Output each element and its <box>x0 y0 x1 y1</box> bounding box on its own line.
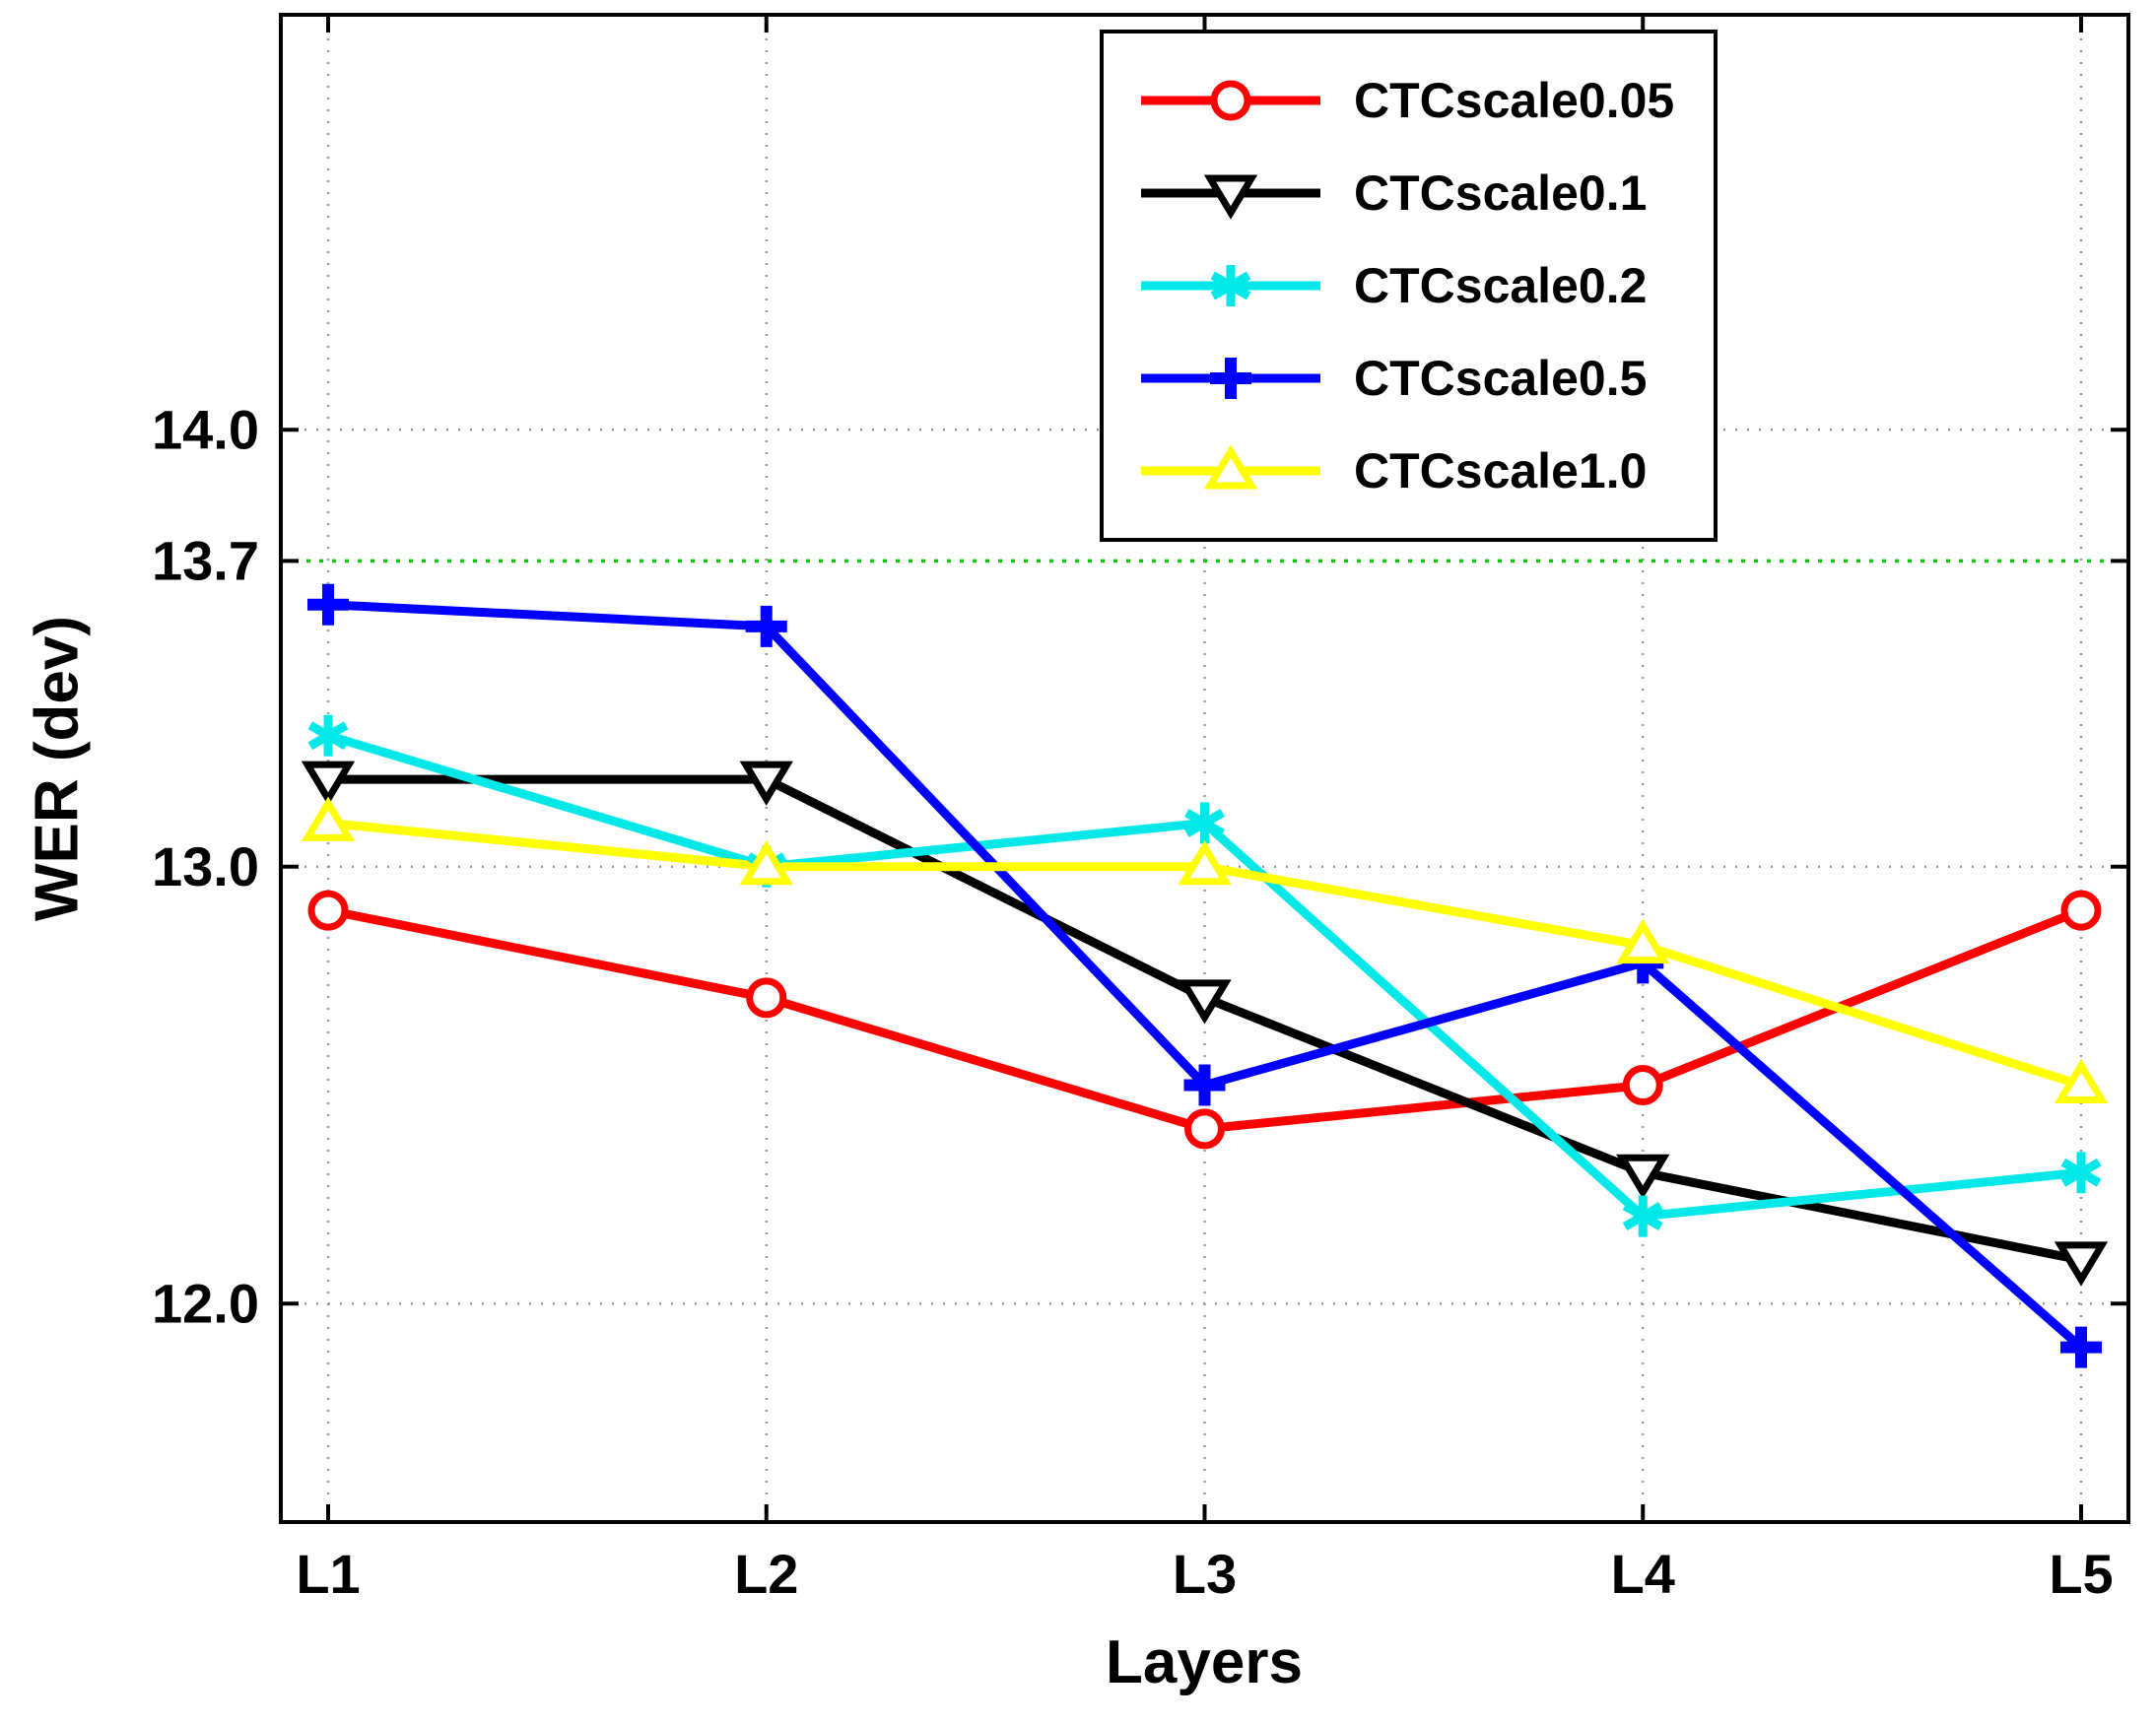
x-tick-label: L1 <box>296 1543 360 1605</box>
legend-label: CTCscale0.05 <box>1354 73 1675 128</box>
legend-entry-CTCscale1.0: CTCscale1.0 <box>1137 430 1674 512</box>
series-markers-CTCscale0.05 <box>307 890 2102 1150</box>
x-tick-label: L5 <box>2049 1543 2113 1605</box>
legend-entry-CTCscale0.2: CTCscale0.2 <box>1137 244 1674 327</box>
legend-label: CTCscale1.0 <box>1354 443 1648 498</box>
series-markers-CTCscale0.1 <box>301 761 2109 1287</box>
legend-entry-CTCscale0.5: CTCscale0.5 <box>1137 337 1674 420</box>
y-tick-label: 12.0 <box>152 1272 259 1334</box>
x-tick-label: L2 <box>734 1543 798 1605</box>
legend-marker-triangle-up-icon <box>1141 444 1320 490</box>
y-tick-label: 13.0 <box>152 835 259 897</box>
x-tick-label: L4 <box>1611 1543 1675 1605</box>
legend-label: CTCscale0.1 <box>1354 166 1648 221</box>
legend-entry-CTCscale0.05: CTCscale0.05 <box>1137 59 1674 142</box>
series-markers-CTCscale1.0 <box>301 796 2109 1104</box>
legend-marker-asterisk-icon <box>1141 265 1320 306</box>
series-CTCscale0.5 <box>323 600 2086 1353</box>
series-line-CTCscale0.5 <box>323 600 2086 1353</box>
axis-ticks: L1 L2 L3 L4 L5 12.0 13.0 13.7 14.0 <box>152 15 2128 1605</box>
x-tick-label: L3 <box>1173 1543 1237 1605</box>
legend: CTCscale0.05 CTCscale0.1 CTCscale0.2 CTCsca… <box>1100 30 1718 542</box>
legend-label: CTCscale0.5 <box>1354 351 1648 406</box>
y-tick-label: 13.7 <box>152 529 259 591</box>
legend-label: CTCscale0.2 <box>1354 258 1648 313</box>
legend-entry-CTCscale0.1: CTCscale0.1 <box>1137 152 1674 234</box>
x-axis-label: Layers <box>1106 1628 1303 1696</box>
legend-marker-plus-icon <box>1141 358 1320 399</box>
legend-marker-triangle-down-icon <box>1141 174 1320 220</box>
y-axis-label: WER (dev) <box>23 616 92 921</box>
y-tick-label: 14.0 <box>152 398 259 460</box>
series-markers-CTCscale0.2 <box>307 714 2102 1237</box>
legend-marker-circle-icon <box>1141 80 1320 121</box>
